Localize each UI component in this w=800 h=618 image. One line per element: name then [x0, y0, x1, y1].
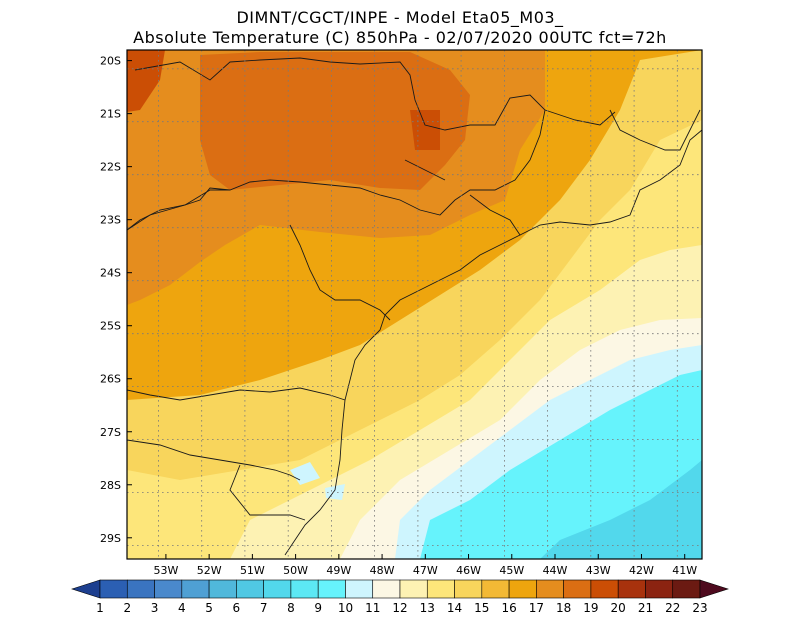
- colorbar-label: 2: [123, 601, 131, 615]
- colorbar-label: 12: [392, 601, 407, 615]
- colorbar-swatch: [508, 579, 537, 599]
- lat-tick-label: 26S: [100, 373, 121, 386]
- lat-tick-label: 22S: [100, 161, 121, 174]
- lat-tick-label: 21S: [100, 108, 121, 121]
- band-20: [127, 50, 165, 112]
- colorbar-swatch: [181, 579, 210, 599]
- colorbar-swatch: [481, 579, 510, 599]
- colorbar-label: 9: [314, 601, 322, 615]
- lon-tick-label: 47W: [413, 564, 438, 577]
- lon-tick-label: 50W: [283, 564, 308, 577]
- lon-tick-label: 51W: [240, 564, 265, 577]
- colorbar-swatch: [563, 579, 592, 599]
- colorbar-label: 8: [287, 601, 295, 615]
- colorbar-swatch: [617, 579, 646, 599]
- colorbar-swatch: [345, 579, 374, 599]
- colorbar-label: 15: [474, 601, 489, 615]
- colorbar-label: 13: [420, 601, 435, 615]
- colorbar-label: 14: [447, 601, 462, 615]
- colorbar-label: 3: [151, 601, 159, 615]
- colorbar-swatch: [590, 579, 619, 599]
- lon-tick-label: 42W: [629, 564, 654, 577]
- latitude-axis: 20S 21S 22S 23S 24S 25S 26S 27S 28S 29S: [100, 55, 132, 545]
- lat-tick-label: 24S: [100, 267, 121, 280]
- lon-tick-label: 48W: [370, 564, 395, 577]
- colorbar-label: 6: [233, 601, 241, 615]
- lon-tick-label: 41W: [672, 564, 697, 577]
- colorbar-label: 5: [205, 601, 213, 615]
- map-title-line-1: DIMNT/CGCT/INPE - Model Eta05_M03_: [236, 8, 564, 27]
- lon-tick-label: 44W: [543, 564, 568, 577]
- colorbar-swatch: [71, 579, 101, 599]
- colorbar-swatch: [126, 579, 155, 599]
- colorbar-swatch: [208, 579, 237, 599]
- colorbar-label: 1: [96, 601, 104, 615]
- map-frame: [126, 49, 703, 560]
- lon-tick-label: 45W: [499, 564, 524, 577]
- lat-tick-label: 27S: [100, 426, 121, 439]
- colorbar-swatch: [426, 579, 455, 599]
- lon-tick-label: 52W: [197, 564, 222, 577]
- colorbar-label: 16: [501, 601, 516, 615]
- lon-tick-label: 43W: [586, 564, 611, 577]
- colorbar-swatch: [399, 579, 428, 599]
- map-title-line-2: Absolute Temperature (C) 850hPa - 02/07/…: [133, 28, 667, 47]
- colorbar-label: 4: [178, 601, 186, 615]
- band-20-patch: [410, 110, 440, 150]
- colorbar-swatch: [263, 579, 292, 599]
- lat-tick-label: 25S: [100, 320, 121, 333]
- band-8: [540, 460, 702, 559]
- longitude-axis: 53W 52W 51W 50W 49W 48W 47W 46W 45W 44W 43W 42W 41W: [153, 554, 697, 577]
- colorbar-label: 23: [692, 601, 707, 615]
- colorbar: 1 2 3 4 5 6 7 8 9 10 11 12 13 14 15 16 17 18 19 20 21 22 23: [71, 579, 729, 615]
- colorbar-label: 21: [638, 601, 653, 615]
- colorbar-swatch: [99, 579, 128, 599]
- colorbar-swatch: [317, 579, 346, 599]
- lon-tick-label: 53W: [153, 564, 178, 577]
- colorbar-label: 19: [583, 601, 598, 615]
- colorbar-swatch: [699, 579, 729, 599]
- lat-tick-label: 29S: [100, 532, 121, 545]
- gridlines: [127, 50, 702, 559]
- colorbar-label: 7: [260, 601, 268, 615]
- colorbar-label: 20: [611, 601, 626, 615]
- colorbar-swatch: [236, 579, 264, 599]
- lon-tick-label: 49W: [326, 564, 351, 577]
- lat-tick-label: 23S: [100, 214, 121, 227]
- lat-tick-label: 28S: [100, 479, 121, 492]
- colorbar-swatch: [672, 579, 701, 599]
- temperature-field: [127, 50, 702, 559]
- colorbar-swatch: [372, 579, 401, 599]
- colorbar-label: 10: [338, 601, 353, 615]
- boundaries: [127, 57, 702, 556]
- colorbar-label: 18: [556, 601, 571, 615]
- colorbar-swatch: [454, 579, 483, 599]
- colorbar-label: 11: [365, 601, 380, 615]
- lon-tick-label: 46W: [456, 564, 481, 577]
- colorbar-label: 17: [529, 601, 544, 615]
- band-19: [200, 52, 470, 190]
- colorbar-swatch: [536, 579, 564, 599]
- colorbar-swatch: [290, 579, 319, 599]
- colorbar-swatch: [645, 579, 674, 599]
- colorbar-label: 22: [665, 601, 680, 615]
- colorbar-swatch: [154, 579, 183, 599]
- lat-tick-label: 20S: [100, 55, 121, 68]
